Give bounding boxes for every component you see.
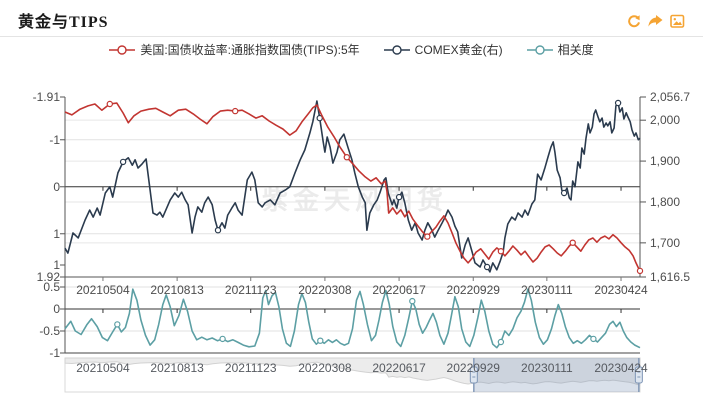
legend-marker-tips	[109, 44, 136, 55]
refresh-icon[interactable]	[626, 14, 641, 29]
series-tips-line-marker	[106, 100, 114, 108]
left-axis-label: 1	[53, 226, 60, 241]
sub-axis-label: 1	[53, 258, 60, 272]
legend-marker-correlation	[526, 44, 553, 55]
x-axis-label: 20210813	[150, 283, 204, 297]
right-axis-label: 2,000	[650, 113, 681, 128]
series-gold-line-marker	[614, 99, 622, 107]
series-correlation-line-marker	[409, 297, 416, 305]
series-tips-line-marker	[343, 153, 350, 161]
x-axis-label: 20211123	[224, 283, 277, 297]
series-gold-line-marker	[119, 158, 127, 166]
series-gold-line	[64, 100, 641, 273]
x-axis-label: 20230424	[594, 283, 648, 297]
series-gold-line-marker	[483, 263, 491, 271]
export-image-icon[interactable]	[670, 14, 685, 29]
legend-label-gold: COMEX黄金(右)	[414, 43, 503, 57]
right-axis-label: 1,800	[650, 194, 681, 209]
series-gold-line-marker	[214, 226, 222, 234]
left-axis-label: 0	[53, 179, 60, 194]
series-tips-line-marker	[231, 107, 239, 115]
toolbar	[626, 14, 685, 29]
sub-axis-label: -1	[49, 346, 60, 360]
legend-label-correlation: 相关度	[557, 43, 594, 57]
series-tips-line	[64, 102, 641, 272]
legend-item-tips[interactable]: 美国:国债收益率:通胀指数国债(TIPS):5年	[109, 41, 360, 58]
series-gold-line-marker	[395, 193, 403, 201]
series-correlation-line-marker	[114, 321, 121, 328]
series-correlation-line-marker	[219, 335, 226, 343]
series-correlation-line-marker	[317, 337, 324, 344]
sub-axis-label: -0.5	[39, 324, 60, 338]
page-title: 黄金与TIPS	[18, 14, 109, 31]
header: 黄金与TIPS	[0, 0, 703, 37]
x-axis-label: 20220929	[446, 283, 500, 297]
navigator-selection[interactable]	[473, 358, 639, 392]
navigator-date-label: 20211123	[224, 361, 277, 375]
legend-label-tips: 美国:国债收益率:通胀指数国债(TIPS):5年	[140, 43, 360, 57]
left-axis-label: -1	[49, 132, 60, 147]
share-icon[interactable]	[647, 14, 664, 29]
navigator-date-label: 20230424	[594, 361, 648, 375]
navigator-preview-area	[64, 357, 641, 386]
navigator-date-label: 20210504	[76, 361, 130, 375]
x-axis-label: 20220308	[298, 283, 352, 297]
right-axis-label: 2,056.7	[650, 90, 691, 104]
x-axis-label: 20210504	[76, 283, 130, 297]
left-axis-label: -1.91	[32, 90, 60, 104]
sub-axis-label: 0	[53, 302, 60, 316]
sub-axis-label: 0.5	[43, 280, 60, 294]
series-tips-line-marker	[569, 239, 576, 246]
navigator-date-label: 20210813	[150, 361, 204, 375]
navigator-date-label: 20220929	[446, 361, 500, 375]
x-axis-label: 20230111	[521, 283, 573, 297]
series-tips-line-marker	[636, 267, 644, 275]
series-gold-line-marker	[560, 189, 568, 197]
right-axis-label: 1,900	[650, 154, 681, 169]
navigator-date-label: 20220308	[298, 361, 352, 375]
series-correlation-line-marker	[497, 338, 505, 346]
navigator-date-label: 20220617	[372, 361, 426, 375]
navigator-date-label: 20230111	[521, 361, 573, 375]
legend-marker-gold	[383, 44, 410, 55]
series-tips-line-marker	[497, 247, 505, 255]
series-tips-line-marker	[424, 233, 431, 240]
legend-item-gold[interactable]: COMEX黄金(右)	[383, 41, 503, 58]
left-axis-label: 1.92	[36, 270, 60, 284]
legend: 美国:国债收益率:通胀指数国债(TIPS):5年 COMEX黄金(右) 相关度	[0, 41, 703, 58]
navigator-handle-left-grip[interactable]	[469, 366, 478, 384]
series-correlation-line-marker	[590, 335, 597, 343]
navigator-handle-right-grip[interactable]	[634, 366, 643, 384]
x-axis-label: 20220617	[372, 283, 426, 297]
right-axis-label: 1,616.5	[650, 270, 691, 284]
legend-item-correlation[interactable]: 相关度	[526, 41, 594, 58]
watermark: 紫金天风期货	[262, 185, 449, 215]
series-correlation-line	[64, 288, 641, 349]
right-axis-label: 1,700	[650, 235, 681, 250]
